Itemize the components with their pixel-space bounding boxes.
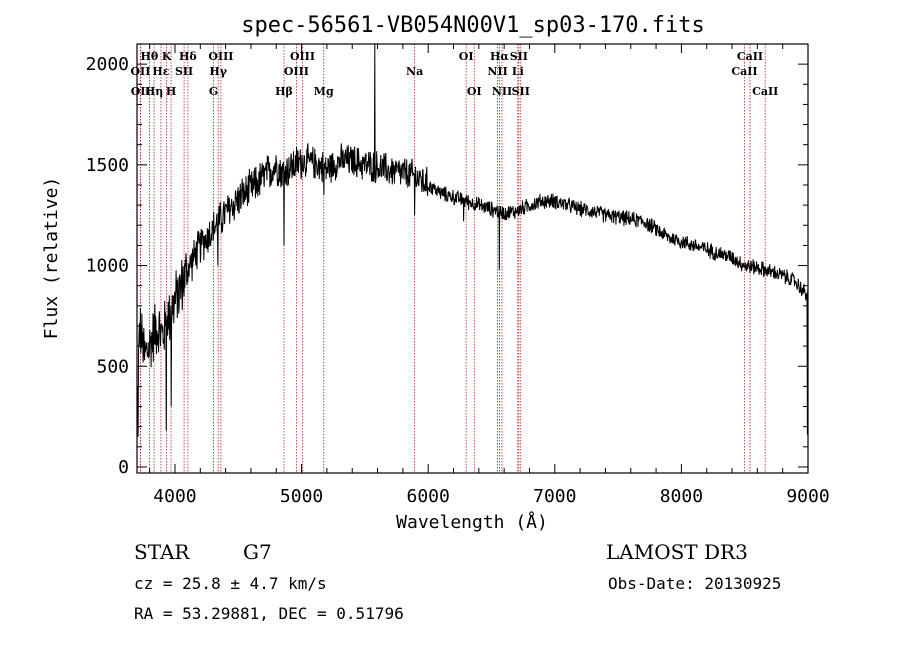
y-axis-label: Flux (relative) [41, 177, 62, 340]
y-tick-label: 2000 [86, 54, 129, 75]
line-label: Hθ [141, 50, 159, 63]
line-label: Hβ [275, 85, 293, 98]
subclass: G7 [243, 540, 272, 564]
line-label: Hη [145, 85, 163, 98]
line-label: CaII [731, 65, 757, 78]
line-label: OI [467, 85, 482, 98]
x-axis: 4000 5000 6000 7000 8000 9000 [149, 44, 830, 507]
x-axis-label: Wavelength (Å) [396, 511, 548, 533]
line-label: Hα [490, 50, 509, 63]
line-label: SII [512, 85, 530, 98]
line-label: OII [130, 65, 150, 78]
coordinates: RA = 53.29881, DEC = 0.51796 [134, 604, 404, 623]
line-label: Hδ [179, 50, 197, 63]
line-label: Na [406, 65, 423, 78]
spectral-line-markers [140, 44, 766, 473]
plot-frame [136, 43, 809, 474]
line-label: NII [487, 65, 507, 78]
x-tick-label: 5000 [280, 486, 323, 507]
y-tick-label: 1000 [86, 256, 129, 277]
x-tick-label: 9000 [786, 486, 829, 507]
x-tick-label: 8000 [660, 486, 703, 507]
line-label: G [209, 85, 218, 98]
line-label: K [162, 50, 172, 63]
y-tick-label: 500 [96, 356, 129, 377]
x-tick-label: 7000 [533, 486, 576, 507]
line-label: OIII [290, 50, 315, 63]
survey-release: LAMOST DR3 [606, 540, 748, 564]
line-label: CaII [752, 85, 778, 98]
line-label: CaII [737, 50, 763, 63]
line-label: H [166, 85, 176, 98]
y-tick-label: 1500 [86, 155, 129, 176]
line-label: Hε [152, 65, 169, 78]
spectrum-line [136, 43, 809, 437]
line-label: OII [131, 85, 151, 98]
redshift-velocity: cz = 25.8 ± 4.7 km/s [134, 574, 327, 593]
x-tick-label: 4000 [153, 486, 196, 507]
line-label: OIII [284, 65, 309, 78]
line-label: NII [492, 85, 512, 98]
x-tick-label: 6000 [407, 486, 450, 507]
y-axis: 0 500 1000 1500 2000 [86, 54, 808, 478]
line-label: Hγ [209, 65, 227, 78]
line-label: SII [175, 65, 193, 78]
line-label: OI [459, 50, 474, 63]
observation-date: Obs-Date: 20130925 [608, 574, 782, 593]
line-label: Mg [314, 85, 334, 98]
y-tick-label: 0 [118, 457, 129, 478]
line-label: Li [512, 65, 524, 78]
line-label: OIII [208, 50, 233, 63]
object-class: STAR [134, 540, 190, 564]
chart-title: spec-56561-VB054N00V1_sp03-170.fits [241, 13, 705, 38]
line-label: SII [510, 50, 528, 63]
